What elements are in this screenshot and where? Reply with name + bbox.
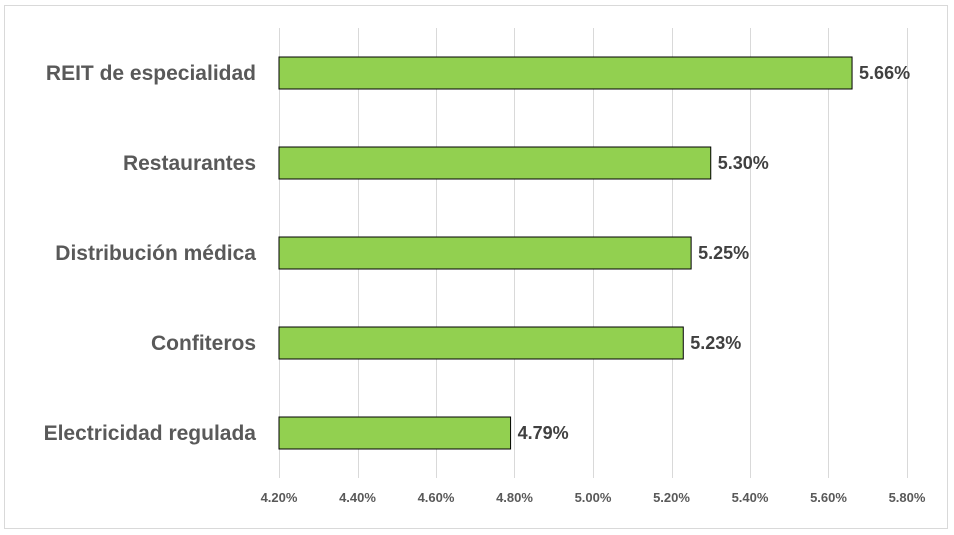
category-label: Restaurantes [123, 152, 256, 175]
x-tick-label: 5.00% [575, 490, 612, 505]
data-label: 5.23% [690, 333, 741, 353]
x-tick-label: 4.60% [418, 490, 455, 505]
data-label: 5.25% [698, 243, 749, 263]
bar [278, 416, 512, 450]
x-tick-label: 4.40% [339, 490, 376, 505]
category-label: Confiteros [151, 332, 256, 355]
category-label: Electricidad regulada [44, 422, 257, 445]
x-axis-tick-labels: 4.20% 4.40% 4.60% 4.80% 5.00% 5.20% 5.40% 5.60%… [261, 490, 926, 505]
x-tick-label: 4.20% [261, 490, 298, 505]
bars [278, 56, 853, 450]
category-label: Distribución médica [55, 242, 256, 265]
bar [278, 326, 684, 360]
data-label: 4.79% [518, 423, 569, 443]
bar [278, 56, 853, 90]
data-label: 5.66% [859, 63, 910, 83]
data-label: 5.30% [718, 153, 769, 173]
x-tick-label: 4.80% [496, 490, 533, 505]
x-tick-label: 5.40% [732, 490, 769, 505]
x-tick-label: 5.20% [653, 490, 690, 505]
bar [278, 236, 692, 270]
value-labels: 5.66% 5.30% 5.25% 5.23% 4.79% [518, 63, 911, 443]
category-label: REIT de especialidad [46, 62, 256, 85]
category-labels: REIT de especialidad Restaurantes Distribu… [44, 62, 257, 445]
x-tick-label: 5.80% [889, 490, 926, 505]
x-tick-label: 5.60% [810, 490, 847, 505]
bar [278, 146, 712, 180]
